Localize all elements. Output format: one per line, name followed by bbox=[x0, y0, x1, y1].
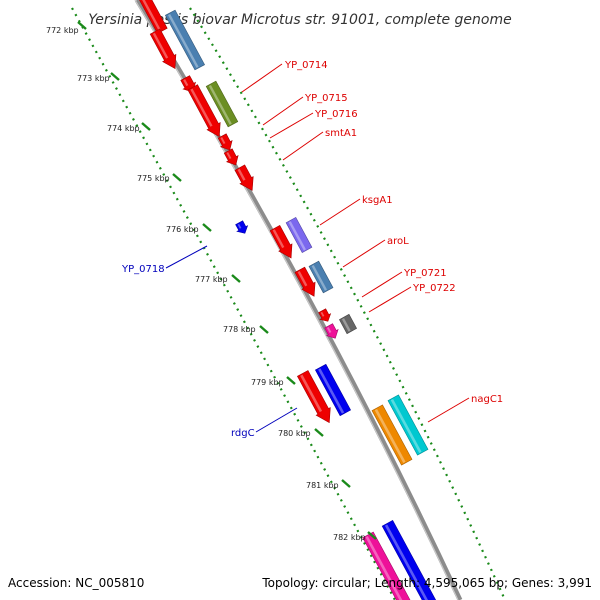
label-leader-line bbox=[342, 239, 386, 268]
tick-mark bbox=[286, 376, 296, 385]
tick-label: 780 kbp bbox=[278, 429, 311, 438]
gene-feature-highlight bbox=[183, 79, 189, 87]
gene-label-yp0715[interactable]: YP_0715 bbox=[304, 93, 348, 104]
gene-feature-highlight bbox=[167, 13, 199, 68]
gene-feature-highlight bbox=[320, 311, 325, 317]
gene-feature-arrow[interactable] bbox=[235, 220, 249, 234]
tick-marks bbox=[77, 21, 377, 540]
gene-feature-highlight bbox=[300, 374, 323, 413]
gene-feature-arrow[interactable] bbox=[318, 308, 332, 322]
gene-label-rdgc[interactable]: rdgC bbox=[231, 428, 255, 439]
tick-mark bbox=[231, 274, 241, 283]
tick-label: 776 kbp bbox=[166, 225, 199, 234]
gene-label-nagc1[interactable]: nagC1 bbox=[471, 394, 503, 405]
tick-mark bbox=[172, 173, 182, 182]
label-leader-line bbox=[427, 397, 470, 423]
gene-feature-highlight bbox=[318, 368, 345, 414]
label-leader-lines bbox=[165, 63, 470, 433]
gene-feature-highlight bbox=[326, 326, 332, 333]
gene-feature-highlight bbox=[311, 265, 328, 291]
tick-mark bbox=[314, 428, 324, 437]
tick-label: 781 kbp bbox=[306, 481, 339, 490]
gene-label-ksga1[interactable]: ksgA1 bbox=[362, 195, 393, 206]
gene-label-yp0721[interactable]: YP_0721 bbox=[403, 268, 447, 279]
label-leader-line bbox=[319, 198, 361, 226]
label-leader-line bbox=[361, 271, 403, 298]
tick-label: 778 kbp bbox=[223, 325, 256, 334]
gene-label-yp0722[interactable]: YP_0722 bbox=[412, 283, 456, 294]
gene-feature-highlight bbox=[390, 398, 422, 454]
gene-label-yp0718[interactable]: YP_0718 bbox=[121, 264, 165, 275]
tick-label: 772 kbp bbox=[46, 26, 79, 35]
genome-backbone-highlight bbox=[134, 0, 459, 600]
accession-text: Accession: NC_005810 bbox=[8, 576, 144, 590]
gene-feature-highlight bbox=[237, 168, 246, 181]
gene-label-arol[interactable]: aroL bbox=[387, 236, 409, 247]
gene-feature-highlight bbox=[272, 229, 285, 249]
label-leader-line bbox=[269, 112, 314, 139]
gene-feature-highlight bbox=[374, 408, 406, 464]
tick-mark bbox=[367, 531, 377, 540]
tick-label: 773 kbp bbox=[77, 74, 110, 83]
gene-label-yp0716[interactable]: YP_0716 bbox=[314, 109, 358, 120]
gene-label-yp0714[interactable]: YP_0714 bbox=[284, 60, 328, 71]
tick-mark bbox=[202, 223, 212, 232]
gene-feature-highlight bbox=[190, 88, 213, 127]
label-leader-line bbox=[262, 96, 304, 126]
tick-label: 775 kbp bbox=[137, 174, 170, 183]
gene-feature-arrow[interactable] bbox=[338, 313, 358, 335]
gene-feature-highlight bbox=[226, 152, 232, 160]
gene-feature-arrow[interactable] bbox=[324, 323, 339, 339]
features-layer-front bbox=[139, 0, 437, 600]
gene-feature-highlight bbox=[297, 271, 308, 287]
gene-feature-highlight bbox=[142, 0, 162, 32]
label-leader-line bbox=[282, 131, 324, 161]
tick-mark bbox=[141, 122, 151, 131]
label-leader-line bbox=[165, 245, 208, 269]
label-leader-line bbox=[368, 286, 412, 313]
gene-feature-highlight bbox=[288, 221, 306, 251]
gene-feature-highlight bbox=[365, 536, 403, 600]
tick-mark bbox=[341, 479, 351, 488]
gene-feature-highlight bbox=[237, 223, 242, 229]
tick-label: 774 kbp bbox=[107, 124, 140, 133]
gene-feature-highlight bbox=[220, 137, 226, 145]
tick-mark bbox=[110, 72, 120, 81]
tick-label: 779 kbp bbox=[251, 378, 284, 387]
gene-label-smta1[interactable]: smtA1 bbox=[325, 128, 357, 139]
tick-label: 782 kbp bbox=[333, 533, 366, 542]
gene-feature-highlight bbox=[384, 524, 429, 600]
gene-feature-highlight bbox=[208, 84, 232, 125]
gene-feature-highlight bbox=[152, 32, 169, 59]
tick-label: 777 kbp bbox=[195, 275, 228, 284]
label-leader-line bbox=[255, 407, 298, 433]
tick-mark bbox=[259, 325, 269, 334]
tick-mark bbox=[77, 21, 87, 30]
gene-feature-highlight bbox=[341, 318, 351, 332]
topology-text: Topology: circular; Length: 4,595,065 bp… bbox=[261, 576, 592, 590]
label-leader-line bbox=[241, 63, 283, 93]
